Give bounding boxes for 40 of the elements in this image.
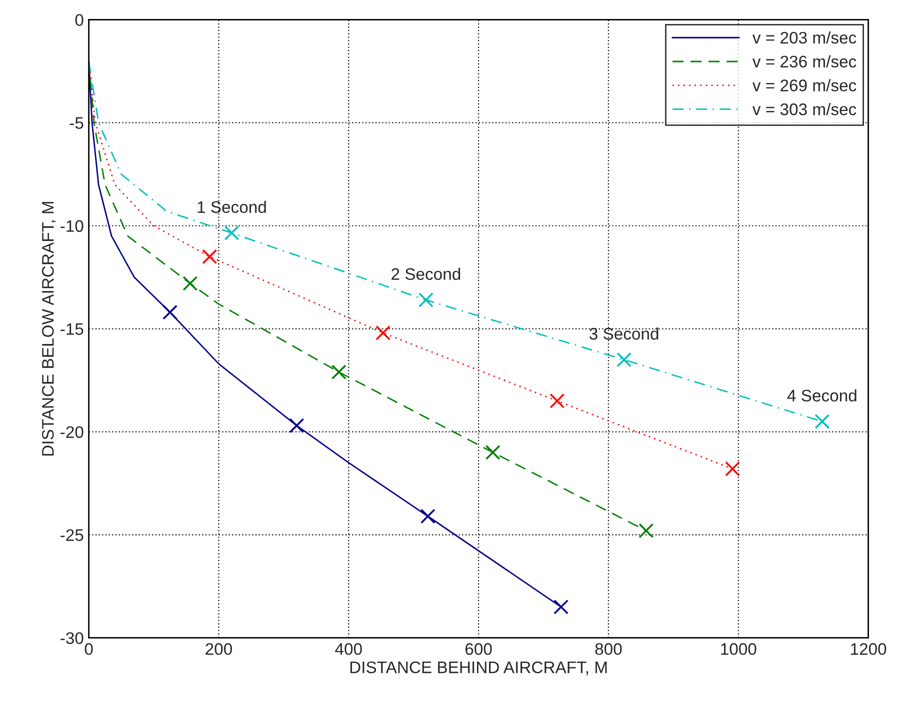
x-tick-label: 0 — [84, 643, 93, 655]
x-axis-title: DISTANCE BEHIND AIRCRAFT, M — [350, 661, 607, 676]
point — [224, 225, 240, 240]
point — [554, 599, 569, 614]
y-tick-label: -10 — [60, 220, 84, 232]
point — [289, 418, 304, 434]
point — [162, 304, 178, 320]
annotation: 4 Second — [787, 389, 856, 402]
y-tick-label: -25 — [60, 529, 84, 542]
point — [814, 414, 830, 429]
point — [202, 249, 218, 264]
annotation: 2 Second — [392, 268, 460, 280]
point — [418, 292, 434, 308]
point — [616, 352, 632, 368]
point — [182, 276, 198, 291]
x-tick-label: 600 — [465, 643, 492, 655]
y-tick-label: -20 — [60, 426, 84, 438]
annotation: 3 Second — [589, 327, 658, 340]
x-tick-label: 200 — [206, 643, 232, 655]
point — [550, 393, 565, 408]
point — [485, 444, 500, 460]
y-tick-label: -30 — [60, 632, 84, 644]
legend-label: v = 236 m/sec — [752, 55, 856, 68]
legend-label: v = 303 m/sec — [752, 102, 856, 116]
point — [638, 523, 654, 538]
x-tick-label: 400 — [335, 643, 362, 655]
y-tick-label: 0 — [75, 14, 84, 26]
point — [725, 461, 740, 476]
y-tick-label: -15 — [60, 323, 84, 335]
point — [331, 364, 346, 380]
x-tick-label: 1000 — [721, 643, 756, 655]
x-tick-label: 800 — [595, 643, 622, 655]
legend-label: v = 269 m/sec — [752, 79, 856, 92]
legend-label: v = 203 m/sec — [752, 31, 856, 44]
x-tick-label: 1200 — [851, 643, 886, 655]
point — [420, 508, 436, 524]
annotation: 1 Second — [198, 200, 266, 213]
y-axis-title: DISTANCE BELOW AIRCRAFT, M — [42, 202, 56, 456]
point — [376, 325, 391, 340]
y-tick-label: -5 — [70, 117, 84, 129]
